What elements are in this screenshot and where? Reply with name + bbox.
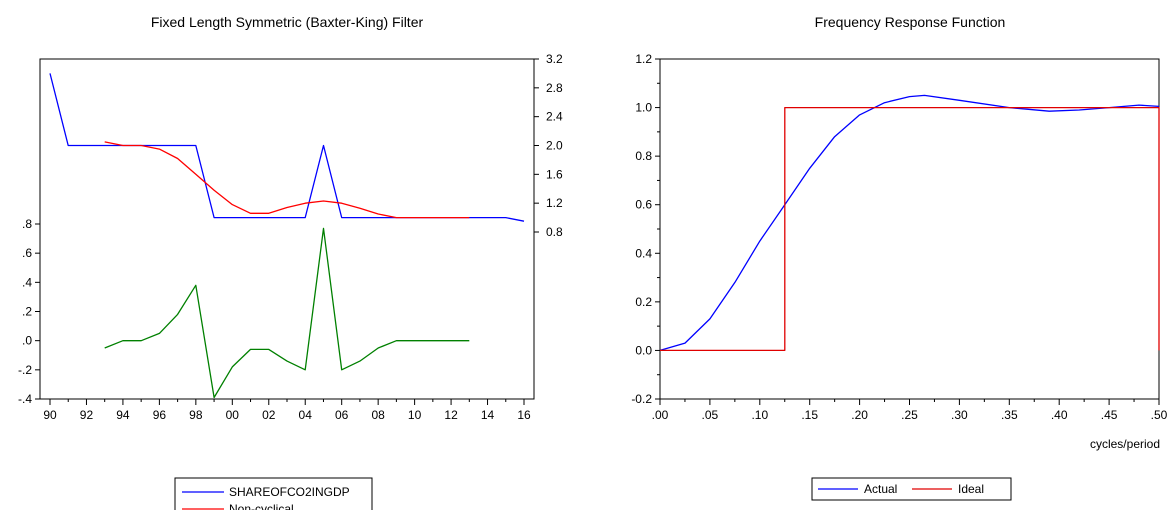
- bk-x-tick-label: 94: [116, 408, 130, 422]
- bk-y-right-tick-label: 1.2: [546, 196, 563, 210]
- bk-x-tick-label: 96: [153, 408, 167, 422]
- bk-series-line-0: [49, 73, 525, 222]
- frf-y-tick-label: 0.8: [635, 149, 652, 163]
- bk-x-tick-label: 10: [408, 408, 422, 422]
- bk-y-left-tick-label: .8: [22, 217, 32, 231]
- bk-x-tick-label: 08: [371, 408, 385, 422]
- frf-axes: .00 .05 .10 .15 .20 .25 .30 .35 .40 .45 .50 -0.2 0.0…: [631, 52, 1167, 422]
- bk-x-tick-label: 02: [262, 408, 276, 422]
- bk-series-line-2: [104, 227, 470, 399]
- bk-filter-chart: Fixed Length Symmetric (Baxter-King) Fil…: [18, 14, 563, 510]
- bk-x-tick-label: 14: [481, 408, 495, 422]
- bk-series-group: [49, 73, 525, 399]
- frf-x-tick-label: .25: [901, 408, 918, 422]
- bk-x-tick-label: 04: [299, 408, 313, 422]
- bk-axes: 90 92 94 96 98 00 02 04 06 08 10 12 14 16 -.4 -.2 .0 .2 .4…: [18, 52, 563, 422]
- frf-y-tick-label: 1.0: [635, 101, 652, 115]
- frf-x-tick-label: .20: [851, 408, 868, 422]
- frf-series-line-1: [660, 106, 1160, 352]
- bk-y-right-tick-label: 2.8: [546, 81, 563, 95]
- frf-x-tick-label: .35: [1001, 408, 1018, 422]
- frf-y-tick-label: 0.0: [635, 343, 652, 357]
- frf-x-tick-label: .10: [751, 408, 768, 422]
- bk-y-left-tick-label: .0: [22, 334, 32, 348]
- frf-x-tick-label: .40: [1051, 408, 1068, 422]
- frf-legend-label-0: Actual: [864, 482, 897, 496]
- frf-x-tick-label: .30: [951, 408, 968, 422]
- frf-y-tick-label: 0.6: [635, 198, 652, 212]
- bk-filter-title: Fixed Length Symmetric (Baxter-King) Fil…: [151, 14, 424, 30]
- bk-y-left-tick-label: -.4: [18, 392, 32, 406]
- bk-y-left-tick-label: .2: [22, 305, 32, 319]
- bk-legend-box: [174, 477, 373, 510]
- bk-x-tick-label: 92: [80, 408, 94, 422]
- bk-y-left-tick-label: -.2: [18, 363, 32, 377]
- bk-y-right-tick-label: 0.8: [546, 225, 563, 239]
- frf-x-axis-label: cycles/period: [1090, 437, 1160, 451]
- bk-plot-frame: [39, 58, 535, 400]
- bk-series-line-1: [104, 141, 470, 219]
- frf-legend-label-1: Ideal: [958, 482, 984, 496]
- frf-x-tick-label: .45: [1101, 408, 1118, 422]
- frf-legend-box: [811, 477, 1012, 501]
- frf-series-group: [659, 94, 1160, 352]
- bk-x-tick-label: 06: [335, 408, 349, 422]
- frf-x-tick-label: .00: [652, 408, 669, 422]
- frf-y-tick-label: -0.2: [631, 392, 652, 406]
- bk-y-right-tick-label: 2.0: [546, 139, 563, 153]
- bk-y-left-tick-label: .6: [22, 246, 32, 260]
- bk-y-right-tick-label: 3.2: [546, 52, 563, 66]
- bk-x-tick-label: 98: [189, 408, 203, 422]
- bk-x-tick-label: 90: [43, 408, 57, 422]
- bk-x-tick-label: 00: [226, 408, 240, 422]
- frf-y-tick-label: 0.4: [635, 246, 652, 260]
- bk-y-right-tick-label: 1.6: [546, 167, 563, 181]
- frf-x-tick-label: .15: [801, 408, 818, 422]
- bk-y-left-tick-label: .4: [22, 275, 32, 289]
- frf-x-tick-label: .50: [1151, 408, 1168, 422]
- frf-series-line-0: [659, 94, 1160, 352]
- bk-legend: SHAREOFCO2INGDP Non-cyclical: [174, 477, 373, 510]
- bk-y-right-tick-label: 2.4: [546, 110, 563, 124]
- bk-legend-label-0: SHAREOFCO2INGDP: [229, 485, 350, 499]
- frf-chart: Frequency Response Function .00 .05 .10 .15…: [631, 14, 1168, 501]
- bk-x-tick-label: 16: [517, 408, 531, 422]
- bk-legend-label-1: Non-cyclical: [229, 502, 294, 510]
- frf-x-tick-label: .05: [702, 408, 719, 422]
- frf-y-tick-label: 1.2: [635, 52, 652, 66]
- frf-legend: Actual Ideal: [811, 477, 1012, 501]
- frf-title: Frequency Response Function: [815, 14, 1006, 30]
- frf-y-tick-label: 0.2: [635, 295, 652, 309]
- bk-x-tick-label: 12: [444, 408, 458, 422]
